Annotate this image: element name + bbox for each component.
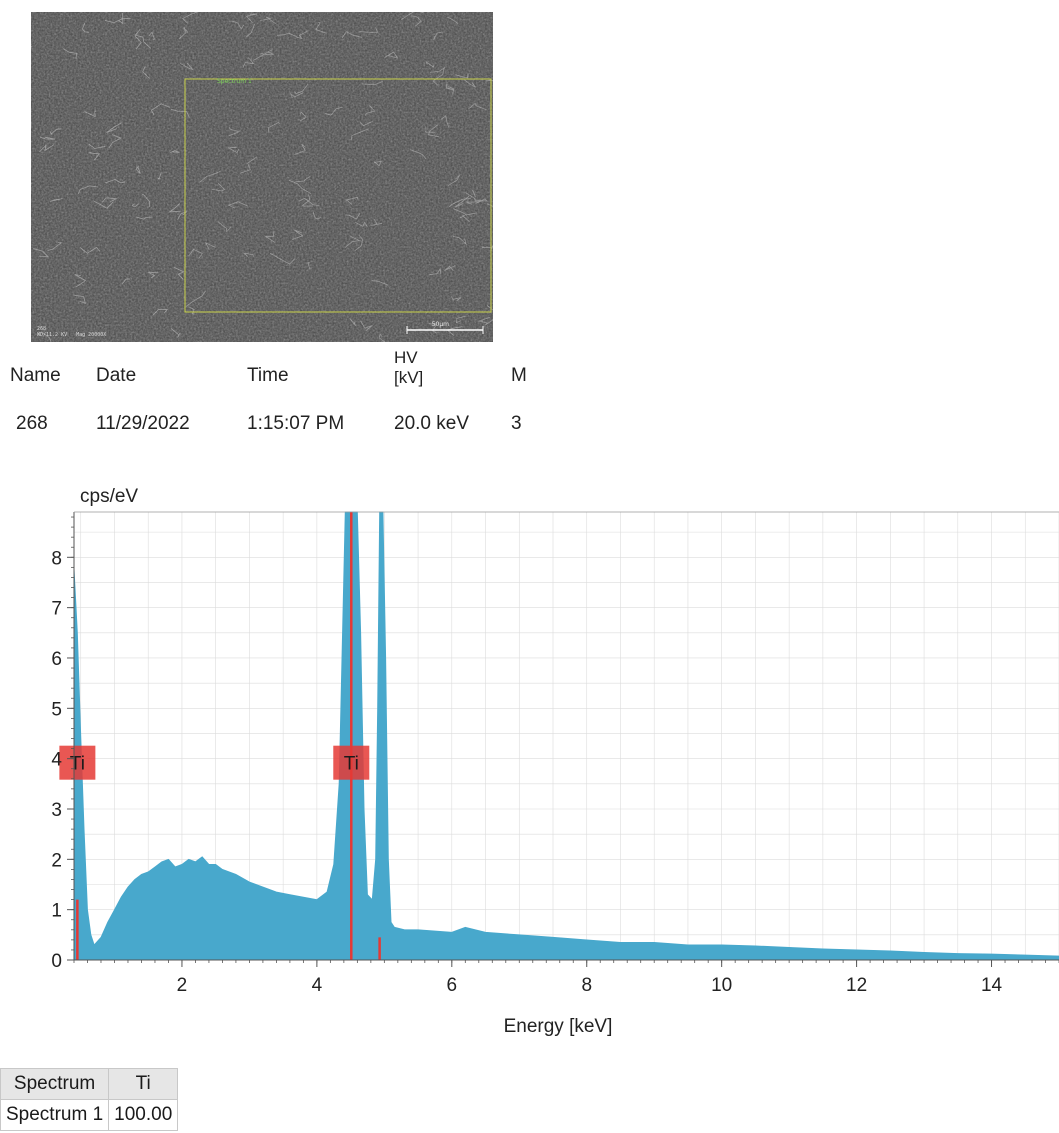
value-hv: 20.0 keV [394, 413, 469, 434]
y-axis-label: cps/eV [80, 486, 138, 507]
roi-label: Spectrum 1 [217, 78, 252, 85]
value-name: 268 [16, 413, 48, 434]
x-tick-label: 6 [447, 975, 458, 996]
header-clipped: M [511, 365, 527, 386]
sem-caption: 268 WD/11.2 KV Mag 20000X [37, 326, 107, 338]
y-tick-label: 5 [51, 699, 62, 720]
x-tick-label: 12 [846, 975, 867, 996]
scale-label: 50μm [431, 321, 449, 328]
x-axis-label: Energy [keV] [504, 1016, 613, 1037]
x-tick-label: 4 [312, 975, 323, 996]
x-tick-label: 2 [177, 975, 188, 996]
peak-label-box [59, 745, 96, 780]
table-header: Ti [108, 1068, 179, 1100]
y-tick-label: 4 [51, 750, 62, 771]
y-tick-label: 1 [51, 901, 62, 922]
x-tick-label: 10 [711, 975, 732, 996]
table-row: Spectrum 1 100.00 [0, 1099, 179, 1131]
y-tick-label: 7 [51, 599, 62, 620]
header-name: Name [10, 365, 61, 386]
value-time: 1:15:07 PM [247, 413, 345, 434]
header-time: Time [247, 365, 289, 386]
eds-spectrum-chart: Ti Ti 0 1 2 3 4 5 6 7 8 2 4 6 8 10 12 14 cps/eV Energy [… [0, 480, 1059, 1040]
peak-label: Ti [70, 754, 85, 775]
x-tick-label: 14 [981, 975, 1003, 996]
header-date: Date [96, 365, 137, 386]
value-clipped: 3 [511, 413, 522, 434]
y-tick-label: 3 [51, 800, 62, 821]
table-cell: 100.00 [108, 1099, 179, 1131]
spectrum-area [73, 511, 1059, 961]
value-date: 11/29/2022 [96, 413, 190, 434]
x-tick-label: 8 [581, 975, 592, 996]
y-tick-label: 2 [51, 850, 62, 871]
roi-rectangle [184, 78, 492, 313]
y-tick-label: 0 [51, 951, 62, 972]
table-header: Spectrum [0, 1068, 110, 1100]
peak-label: Ti [344, 754, 359, 775]
header-hv: HV [kV] [394, 348, 424, 387]
table-cell: Spectrum 1 [0, 1099, 110, 1131]
peak-label-box [333, 745, 370, 780]
sem-micrograph: Spectrum 1 50μm 268 WD/11.2 KV Mag 20000… [31, 12, 493, 342]
quantification-table: Spectrum Ti Spectrum 1 100.00 [0, 1068, 179, 1131]
y-tick-label: 8 [51, 548, 62, 569]
y-tick-label: 6 [51, 649, 62, 670]
